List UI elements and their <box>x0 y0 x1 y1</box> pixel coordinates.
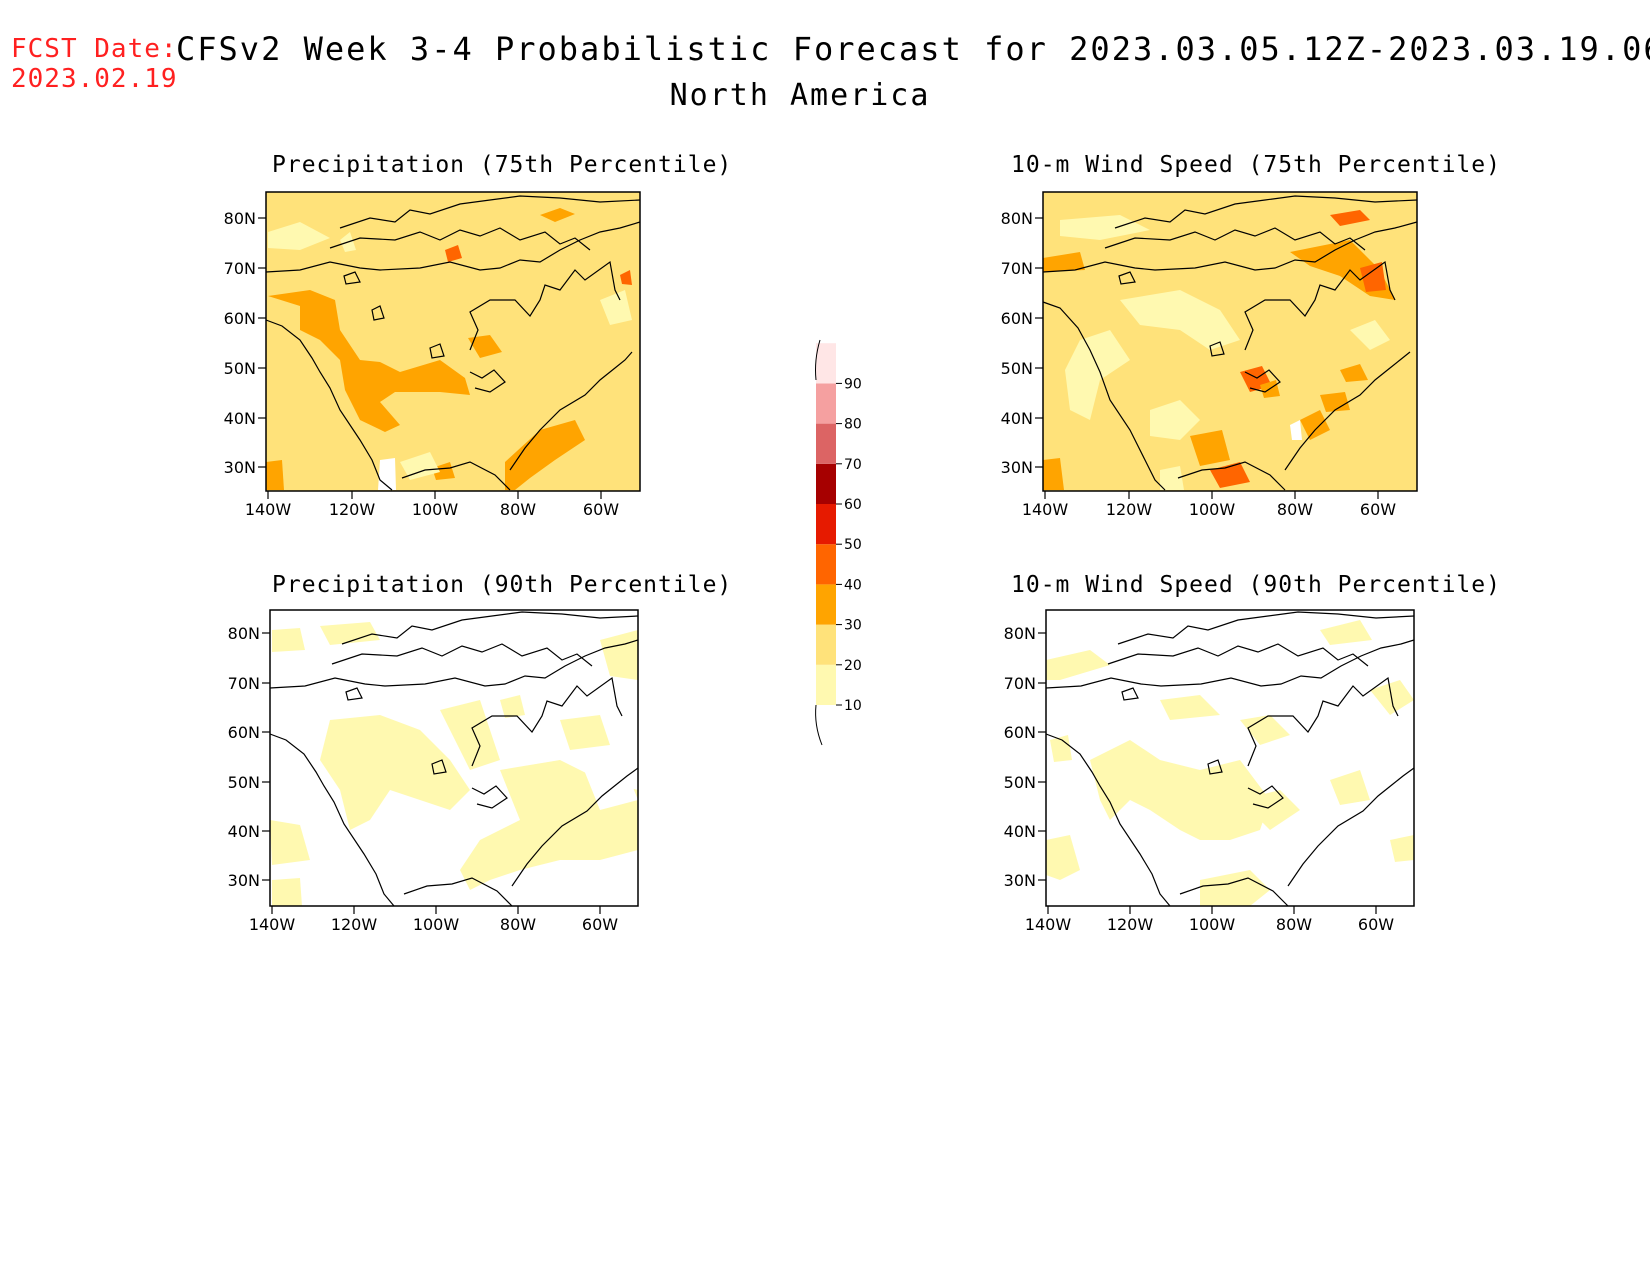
lon-label: 120W <box>1107 915 1154 934</box>
lat-label: 40N <box>224 409 256 428</box>
lat-label: 70N <box>1001 259 1033 278</box>
lat-label: 70N <box>1004 674 1036 693</box>
lon-label: 60W <box>1358 915 1394 934</box>
lat-label: 30N <box>228 871 260 890</box>
lon-label: 100W <box>413 915 460 934</box>
colorbar-swatch <box>816 423 836 464</box>
lon-label: 140W <box>1022 500 1069 519</box>
lat-label: 80N <box>1001 209 1033 228</box>
lat-label: 30N <box>224 458 256 477</box>
region-label: North America <box>669 78 931 113</box>
lat-label: 50N <box>228 773 260 792</box>
lat-label: 80N <box>1004 624 1036 643</box>
lat-label: 80N <box>224 209 256 228</box>
forecast-date-label: FCST Date: 2023.02.19 <box>11 34 178 94</box>
colorbar-swatch <box>816 463 836 504</box>
colorbar-label: 10 <box>844 698 862 714</box>
colorbar-label: 70 <box>844 457 862 473</box>
lon-label: 80W <box>1276 915 1312 934</box>
colorbar-label: 90 <box>844 376 862 392</box>
lat-label: 50N <box>224 359 256 378</box>
lat-label: 60N <box>224 309 256 328</box>
lon-label: 100W <box>412 500 459 519</box>
panel-title: Precipitation (75th Percentile) <box>272 152 733 178</box>
lat-ticks <box>258 217 602 499</box>
colorbar-swatch <box>816 544 836 585</box>
lon-label: 80W <box>1277 500 1313 519</box>
colorbar-label: 80 <box>844 417 862 433</box>
colorbar-swatch <box>816 343 836 384</box>
colorbar-swatch <box>816 584 836 625</box>
lat-label: 30N <box>1001 458 1033 477</box>
lat-label: 80N <box>228 624 260 643</box>
lat-label: 70N <box>228 674 260 693</box>
lat-label: 50N <box>1004 773 1036 792</box>
colorbar-upper-arrow <box>815 339 821 381</box>
panel-title: 10-m Wind Speed (90th Percentile) <box>1011 572 1501 598</box>
page-subtitle: North America <box>0 78 1650 113</box>
lat-label: 60N <box>1001 309 1033 328</box>
lat-label: 70N <box>224 259 256 278</box>
lon-label: 120W <box>331 915 378 934</box>
panel-title: 10-m Wind Speed (75th Percentile) <box>1011 152 1501 178</box>
coastline <box>265 195 641 491</box>
lon-label: 140W <box>249 915 296 934</box>
lon-label: 100W <box>1189 500 1236 519</box>
lon-label: 140W <box>1025 915 1072 934</box>
colorbar-label: 40 <box>844 577 862 593</box>
lon-label: 60W <box>583 500 619 519</box>
colorbar-lower-arrow <box>815 704 823 746</box>
colorbar-swatch <box>816 383 836 424</box>
colorbar-label: 30 <box>844 618 862 634</box>
colorbar-swatch <box>816 504 836 545</box>
lon-label: 100W <box>1189 915 1236 934</box>
lon-label: 60W <box>1360 500 1396 519</box>
colorbar-label: 20 <box>844 658 862 674</box>
page-title: CFSv2 Week 3-4 Probabilistic Forecast fo… <box>176 30 1650 68</box>
lat-label: 40N <box>228 822 260 841</box>
lat-label: 60N <box>228 723 260 742</box>
lon-label: 140W <box>245 500 292 519</box>
lat-label: 30N <box>1004 871 1036 890</box>
lat-label: 40N <box>1004 822 1036 841</box>
colorbar-swatch <box>816 624 836 665</box>
colorbar-swatch <box>816 664 836 705</box>
colorbar-swatches <box>816 343 836 705</box>
fcst-date: 2023.02.19 <box>11 64 178 94</box>
colorbar-labels: 10 20 30 40 50 60 70 80 90 <box>836 376 862 714</box>
lon-label: 80W <box>500 915 536 934</box>
lon-label: 120W <box>1106 500 1153 519</box>
colorbar-label: 60 <box>844 497 862 513</box>
fcst-label: FCST Date: <box>11 34 178 64</box>
colorbar-label: 50 <box>844 537 862 553</box>
lon-label: 60W <box>582 915 618 934</box>
lon-label: 80W <box>500 500 536 519</box>
lat-label: 40N <box>1001 409 1033 428</box>
lat-label: 60N <box>1004 723 1036 742</box>
lon-label: 120W <box>329 500 376 519</box>
panel-title: Precipitation (90th Percentile) <box>272 572 733 598</box>
lat-label: 50N <box>1001 359 1033 378</box>
